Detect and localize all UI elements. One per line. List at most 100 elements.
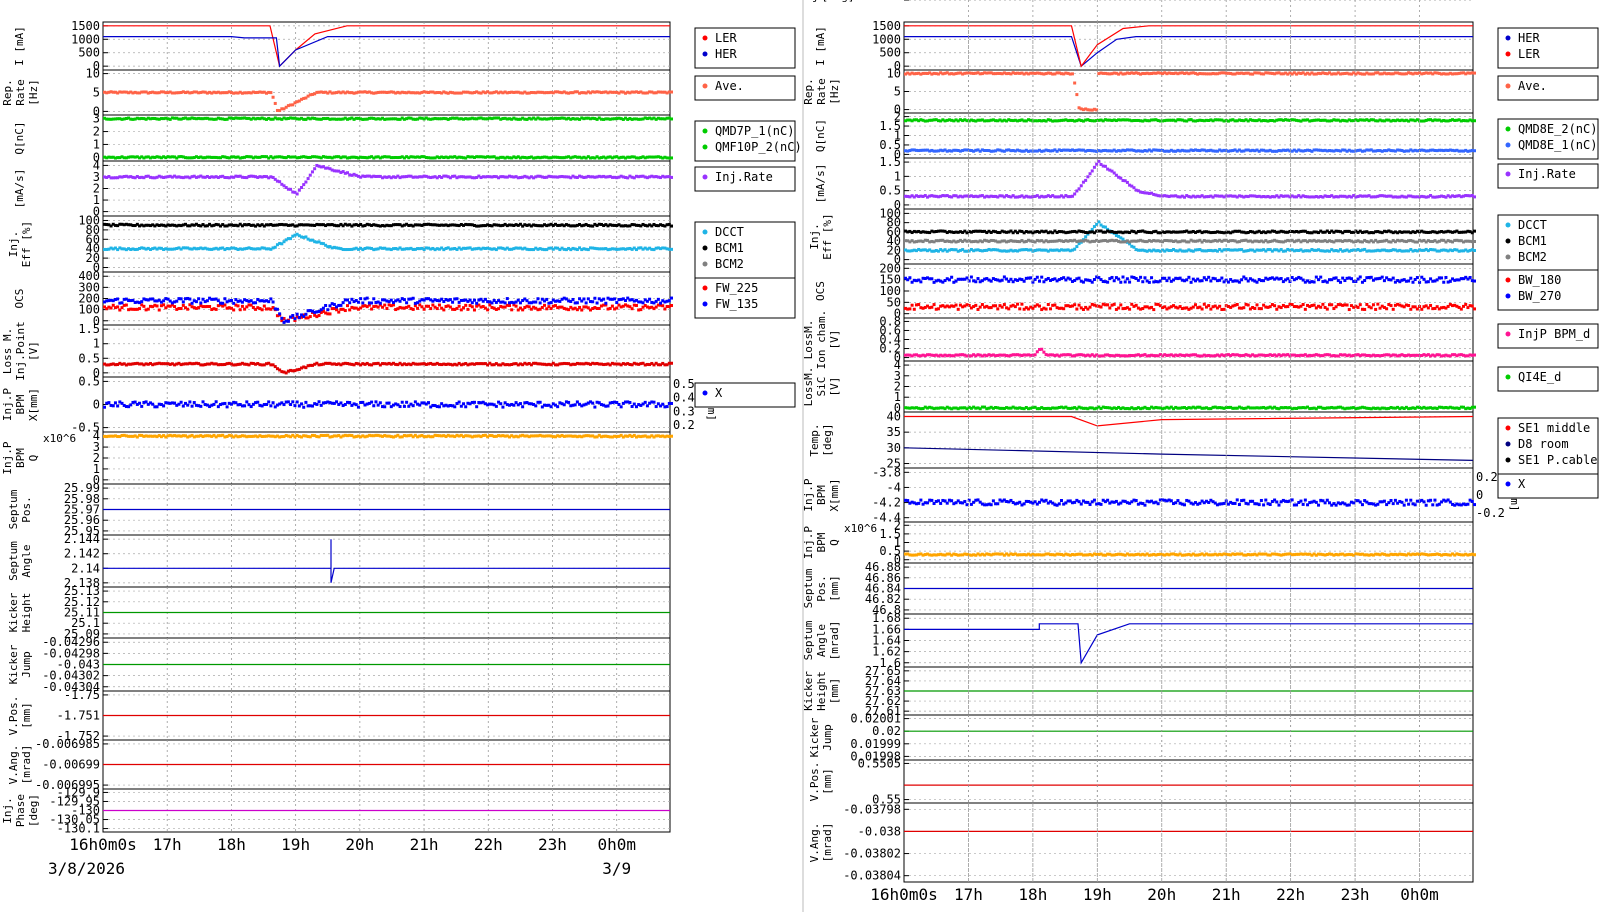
data-point: [335, 117, 339, 121]
data-point: [243, 404, 247, 408]
data-point: [1097, 229, 1101, 233]
data-point: [1444, 119, 1448, 123]
data-point: [330, 246, 334, 250]
data-point: [954, 118, 958, 122]
data-point: [435, 117, 439, 121]
data-point: [291, 190, 295, 194]
data-point: [1229, 118, 1233, 122]
data-point: [240, 247, 244, 251]
data-point: [103, 175, 106, 179]
data-point: [1325, 194, 1329, 198]
data-point: [1202, 119, 1206, 123]
data-point: [337, 402, 341, 406]
data-point: [1123, 149, 1127, 153]
data-point: [1290, 118, 1294, 122]
data-point: [1130, 119, 1134, 123]
data-point: [525, 304, 529, 308]
data-point: [1255, 248, 1259, 252]
data-point: [238, 90, 242, 94]
data-point: [972, 119, 976, 123]
data-point: [352, 247, 356, 251]
data-point: [1161, 72, 1165, 76]
data-point: [994, 194, 998, 198]
data-point: [1433, 71, 1437, 75]
data-point: [144, 117, 148, 121]
data-point: [107, 434, 111, 438]
data-point: [1435, 149, 1439, 153]
data-point: [433, 116, 437, 120]
data-point: [943, 71, 947, 75]
data-point: [446, 156, 450, 160]
data-point: [437, 174, 441, 178]
data-point: [304, 96, 308, 100]
data-point: [1295, 229, 1299, 233]
data-point: [501, 117, 505, 121]
data-point: [1330, 119, 1334, 123]
data-point: [610, 361, 614, 365]
data-point: [584, 361, 588, 365]
data-point: [1145, 249, 1149, 253]
data-point: [464, 434, 468, 438]
data-point: [1114, 173, 1118, 177]
data-point: [144, 155, 148, 159]
data-point: [1426, 195, 1430, 199]
data-point: [190, 156, 194, 160]
plot-frame: [903, 157, 1474, 210]
xtick-label: 22h: [474, 835, 503, 854]
data-point: [162, 117, 166, 121]
data-point: [621, 297, 625, 301]
data-point: [142, 176, 146, 180]
data-point: [562, 90, 566, 94]
data-point: [1119, 71, 1123, 75]
data-point: [950, 118, 954, 122]
data-point: [328, 117, 332, 121]
data-point: [133, 224, 137, 228]
data-point: [952, 148, 956, 152]
data-point: [319, 117, 323, 121]
data-point: [321, 306, 325, 310]
data-point: [595, 247, 599, 251]
data-point: [111, 117, 115, 121]
data-point: [1110, 72, 1114, 76]
data-point: [1378, 118, 1382, 122]
data-point: [462, 223, 466, 227]
data-point: [619, 297, 623, 301]
data-point: [1248, 229, 1252, 233]
data-point: [1297, 194, 1301, 198]
data-point: [168, 362, 172, 366]
data-point: [429, 223, 433, 227]
data-point: [615, 301, 619, 305]
data-point: [409, 155, 413, 159]
data-point: [418, 434, 422, 438]
data-point: [477, 91, 481, 95]
data-point: [475, 301, 479, 305]
data-point: [1385, 249, 1389, 253]
data-point: [1172, 149, 1176, 153]
data-point: [1066, 119, 1070, 123]
data-point: [229, 175, 233, 179]
data-point: [650, 174, 654, 178]
data-point: [1068, 249, 1072, 253]
data-point: [1161, 248, 1165, 252]
data-point: [645, 435, 649, 439]
data-point: [179, 155, 183, 159]
data-point: [619, 117, 623, 121]
data-point: [512, 301, 516, 305]
data-point: [1108, 118, 1112, 122]
data-point: [190, 433, 194, 437]
data-point: [455, 297, 459, 301]
data-point: [468, 303, 472, 307]
data-point: [1042, 248, 1046, 252]
data-point: [1349, 230, 1353, 234]
data-point: [391, 403, 395, 407]
data-point: [1334, 229, 1338, 233]
data-point: [229, 402, 233, 406]
data-point: [1145, 230, 1149, 234]
data-point: [1070, 194, 1074, 198]
data-point: [624, 298, 628, 302]
data-point: [304, 312, 308, 316]
data-point: [1042, 72, 1046, 76]
data-point: [387, 361, 391, 365]
data-point: [269, 117, 273, 121]
data-point: [538, 224, 542, 228]
